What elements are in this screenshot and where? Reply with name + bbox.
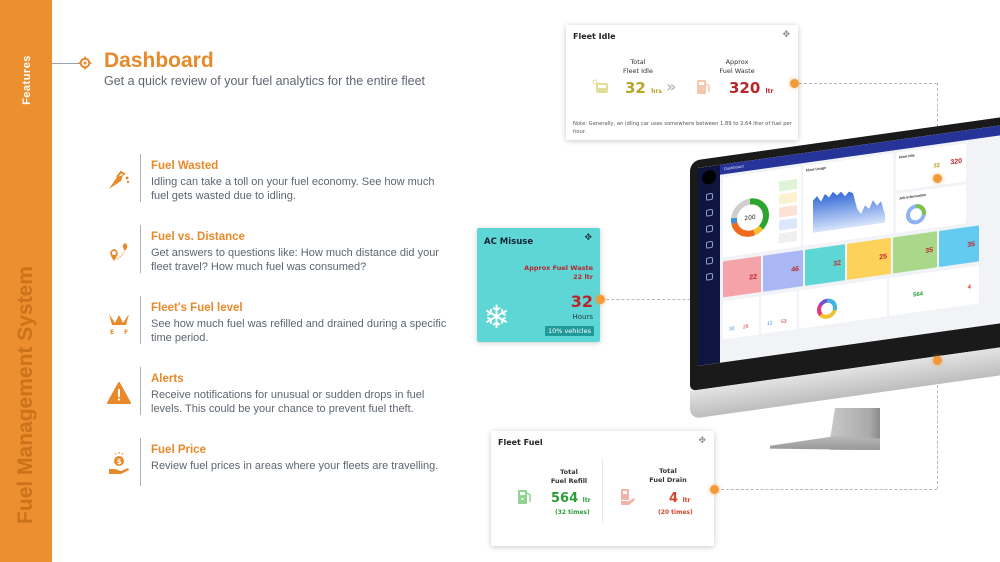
temperature-tile: 35 xyxy=(939,225,979,268)
connector-dot xyxy=(933,174,942,183)
connector-dot xyxy=(596,295,605,304)
feature-description: Receive notifications for unusual or sud… xyxy=(151,389,425,415)
fuel-drain-icon xyxy=(619,488,637,510)
approx-fuel-waste-value: 320 ltr xyxy=(729,79,774,97)
hand-coin-icon: $ xyxy=(105,450,133,478)
nav-fuel-icon[interactable] xyxy=(705,256,713,265)
ac-fuel-waste: Approx Fuel Waste 22 ltr xyxy=(524,264,593,281)
ac-hours-label: Hours xyxy=(572,313,593,321)
card-title: Fleet Idle xyxy=(573,32,616,41)
renewal-reminder-widget: 12 53 xyxy=(761,290,797,335)
connector-line xyxy=(937,360,938,489)
snowflake-icon: ❄ xyxy=(483,298,510,336)
fleet-overdue-tile: 46 xyxy=(763,250,803,292)
map-pin-route-icon xyxy=(105,237,133,265)
fuel-drain-label: Total Fuel Drain xyxy=(649,467,687,484)
mini-fleet-idle-widget: Fleet Idle 32 320 xyxy=(896,143,966,192)
warning-triangle-icon xyxy=(105,379,133,407)
fuel-refill-icon xyxy=(516,488,534,510)
nav-settings-icon[interactable] xyxy=(705,272,713,281)
connector-line xyxy=(601,299,711,300)
total-fleet-idle-value: 32 hrs xyxy=(625,79,662,97)
monitor-frame: Dashboard 200 xyxy=(690,116,1000,419)
fuel-drain-times: (20 times) xyxy=(658,509,693,516)
feature-title: Alerts xyxy=(151,373,184,385)
maintenance-reminder-widget: 32 25 xyxy=(723,296,759,340)
fleet-status-donut: 200 xyxy=(731,198,769,237)
nav-report-icon[interactable] xyxy=(705,240,713,249)
stay-in-zone-tile: 35 xyxy=(893,231,937,274)
feature-description: Get answers to questions like: How much … xyxy=(151,247,439,273)
fuel-refill-label: Total Fuel Refill xyxy=(550,468,588,485)
connector-dot xyxy=(790,79,799,88)
total-fleet-idle-label: Total Fleet Idle xyxy=(622,58,653,75)
job-information-widget: Job Information xyxy=(896,184,966,234)
feature-title: Fuel Price xyxy=(151,444,206,456)
feature-description: See how much fuel was refilled and drain… xyxy=(151,318,447,344)
fleet-usage-widget: Fleet Usage xyxy=(803,153,893,247)
feature-title: Fuel vs. Distance xyxy=(151,231,245,243)
nav-vehicle-icon[interactable] xyxy=(705,208,713,217)
connector-dot xyxy=(710,485,719,494)
svg-text:F: F xyxy=(124,329,128,335)
feature-title: Fleet's Fuel level xyxy=(151,302,243,314)
connector-line xyxy=(799,83,937,84)
svg-text:E: E xyxy=(110,329,114,335)
monitor-stand xyxy=(760,408,880,458)
stop-point-tile: 25 xyxy=(847,237,891,280)
chevrons-right-icon: » xyxy=(666,77,677,96)
fleet-usage-area-chart xyxy=(813,191,885,233)
fuel-pump-icon xyxy=(694,78,712,100)
page-title: Dashboard xyxy=(104,49,214,72)
move-icon[interactable]: ✥ xyxy=(584,233,592,243)
feature-fuel-wasted: Fuel Wasted Idling can take a toll on yo… xyxy=(100,154,460,204)
header-connector-line xyxy=(52,63,80,64)
page-subtitle: Get a quick review of your fuel analytic… xyxy=(104,74,425,88)
connector-line xyxy=(716,489,937,490)
feature-alerts: Alerts Receive notifications for unusual… xyxy=(100,367,460,417)
fleet-idle-card: Fleet Idle ✥ Total Fleet Idle Approx Fuel … xyxy=(566,25,798,140)
fleet-status-widget: 200 xyxy=(723,166,801,258)
logo xyxy=(702,169,716,186)
feature-title: Fuel Wasted xyxy=(151,160,219,172)
ac-misuse-tile: 32 xyxy=(805,244,845,286)
nav-user-icon[interactable] xyxy=(705,224,713,233)
fuel-drain-value: 4 ltr xyxy=(669,491,691,506)
move-icon[interactable]: ✥ xyxy=(698,436,706,446)
card-title: Fleet Fuel xyxy=(498,438,543,447)
svg-text:200: 200 xyxy=(744,214,756,223)
svg-text:$: $ xyxy=(117,458,122,466)
product-title: Fuel Management System xyxy=(14,266,37,524)
card-title: AC Misuse xyxy=(484,237,534,247)
feature-description: Idling can take a toll on your fuel econ… xyxy=(151,176,435,202)
feature-description: Review fuel prices in areas where your f… xyxy=(151,460,439,472)
fuel-refill-times: (32 times) xyxy=(555,509,590,516)
vehicle-classification-widget xyxy=(799,278,887,329)
feature-fuel-vs-distance: Fuel vs. Distance Get answers to questio… xyxy=(100,225,460,275)
fuel-nozzle-icon xyxy=(105,166,133,194)
fuel-refill-value: 564 ltr xyxy=(551,491,591,506)
ac-misuse-card: AC Misuse ✥ Approx Fuel Waste 22 ltr 32 H… xyxy=(477,228,600,342)
monitor-mockup: Dashboard 200 xyxy=(680,116,1000,465)
dashboard-nav xyxy=(698,164,720,366)
nav-alert-icon[interactable] xyxy=(705,192,713,201)
features-label: Features xyxy=(21,55,33,105)
vehicles-badge: 10% vehicles xyxy=(544,326,594,336)
ac-hours-value: 32 xyxy=(570,292,593,311)
connector-dot xyxy=(933,356,942,365)
idle-car-icon xyxy=(592,78,612,100)
dashboard-screen: Dashboard 200 xyxy=(698,124,1000,366)
gear-icon xyxy=(78,56,92,70)
move-icon[interactable]: ✥ xyxy=(782,30,790,40)
idle-note: Note: Generally, an idling car uses some… xyxy=(573,121,792,135)
overspeed-tile: 22 xyxy=(723,256,761,298)
mini-fleet-fuel-widget: 564 4 xyxy=(889,265,979,317)
feature-fuel-price: $ Fuel Price Review fuel prices in areas… xyxy=(100,438,460,488)
approx-fuel-waste-label: Approx Fuel Waste xyxy=(719,58,755,75)
fleet-fuel-card: Fleet Fuel ✥ Total Fuel Refill 564 ltr (3… xyxy=(491,431,714,546)
features-sidebar: Features Fuel Management System xyxy=(0,0,52,562)
